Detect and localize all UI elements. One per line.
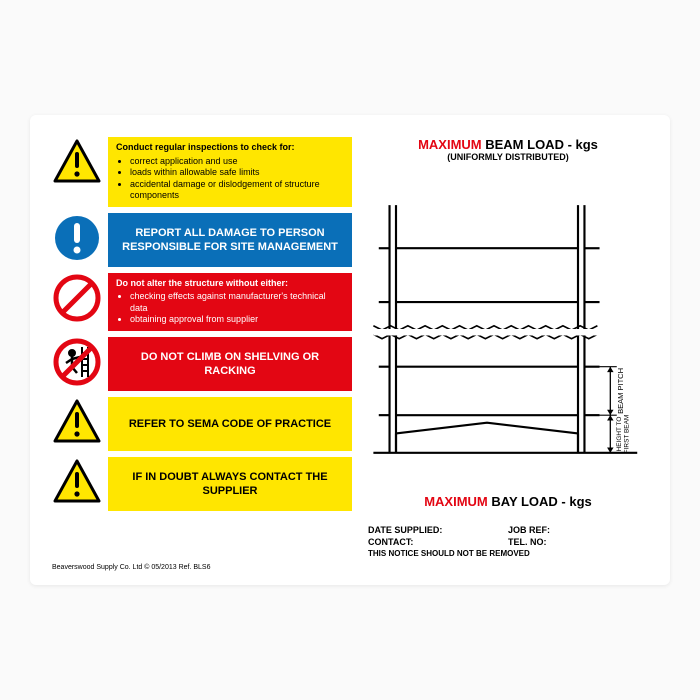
removal-note: THIS NOTICE SHOULD NOT BE REMOVED — [368, 549, 648, 558]
panel-head: Do not alter the structure without eithe… — [116, 278, 344, 290]
panel-list-item: loads within allowable safe limits — [130, 167, 344, 179]
instruction-row: Conduct regular inspections to check for… — [52, 137, 352, 207]
instruction-row: REFER TO SEMA CODE OF PRACTICE — [52, 397, 352, 451]
instruction-panel: IF IN DOUBT ALWAYS CONTACT THE SUPPLIER — [108, 457, 352, 511]
panel-list-item: checking effects against manufacturer's … — [130, 291, 344, 314]
panel-text: IF IN DOUBT ALWAYS CONTACT THE SUPPLIER — [116, 470, 344, 498]
svg-text:FIRST BEAM: FIRST BEAM — [624, 415, 631, 454]
beam-load-title: MAXIMUM BEAM LOAD - kgs — [368, 137, 648, 152]
job-ref-label: JOB REF: — [508, 525, 550, 535]
instruction-panel: REPORT ALL DAMAGE TO PERSON RESPONSIBLE … — [108, 213, 352, 267]
warning-triangle-icon — [52, 457, 102, 507]
panel-list: checking effects against manufacturer's … — [116, 291, 344, 326]
svg-text:HEIGHT TO: HEIGHT TO — [616, 417, 623, 452]
contact-label: CONTACT: — [368, 537, 508, 547]
left-column: Conduct regular inspections to check for… — [52, 137, 352, 558]
instruction-row: Do not alter the structure without eithe… — [52, 273, 352, 331]
main-row: Conduct regular inspections to check for… — [52, 137, 648, 558]
instruction-row: REPORT ALL DAMAGE TO PERSON RESPONSIBLE … — [52, 213, 352, 267]
beam-load-subtitle: (UNIFORMLY DISTRIBUTED) — [368, 152, 648, 162]
panel-list-item: correct application and use — [130, 156, 344, 168]
instruction-panel: REFER TO SEMA CODE OF PRACTICE — [108, 397, 352, 451]
panel-text: REPORT ALL DAMAGE TO PERSON RESPONSIBLE … — [116, 226, 344, 254]
instruction-panel: Do not alter the structure without eithe… — [108, 273, 352, 331]
racking-diagram: BEAM PITCH HEIGHT TOFIRST BEAM — [368, 168, 648, 490]
panel-text: DO NOT CLIMB ON SHELVING OR RACKING — [116, 350, 344, 378]
svg-text:BEAM PITCH: BEAM PITCH — [616, 368, 625, 414]
panel-text: REFER TO SEMA CODE OF PRACTICE — [116, 417, 344, 431]
panel-head: Conduct regular inspections to check for… — [116, 142, 344, 154]
footer-copyright: Beaverswood Supply Co. Ltd © 05/2013 Ref… — [52, 564, 648, 571]
right-column: MAXIMUM BEAM LOAD - kgs (UNIFORMLY DISTR… — [368, 137, 648, 558]
safety-sign-card: Conduct regular inspections to check for… — [30, 115, 670, 585]
instruction-panel: DO NOT CLIMB ON SHELVING OR RACKING — [108, 337, 352, 391]
date-supplied-label: DATE SUPPLIED: — [368, 525, 508, 535]
prohibition-climb-icon — [52, 337, 102, 387]
fields-block: DATE SUPPLIED:JOB REF: CONTACT:TEL. NO: … — [368, 525, 648, 558]
panel-list: correct application and useloads within … — [116, 156, 344, 202]
instruction-row: DO NOT CLIMB ON SHELVING OR RACKING — [52, 337, 352, 391]
mandatory-exclaim-icon — [52, 213, 102, 263]
instruction-row: IF IN DOUBT ALWAYS CONTACT THE SUPPLIER — [52, 457, 352, 511]
prohibition-blank-icon — [52, 273, 102, 323]
warning-triangle-icon — [52, 137, 102, 187]
warning-triangle-icon — [52, 397, 102, 447]
tel-no-label: TEL. NO: — [508, 537, 547, 547]
instruction-panel: Conduct regular inspections to check for… — [108, 137, 352, 207]
panel-list-item: obtaining approval from supplier — [130, 314, 344, 326]
bay-load-title: MAXIMUM BAY LOAD - kgs — [368, 494, 648, 509]
panel-list-item: accidental damage or dislodgement of str… — [130, 179, 344, 202]
